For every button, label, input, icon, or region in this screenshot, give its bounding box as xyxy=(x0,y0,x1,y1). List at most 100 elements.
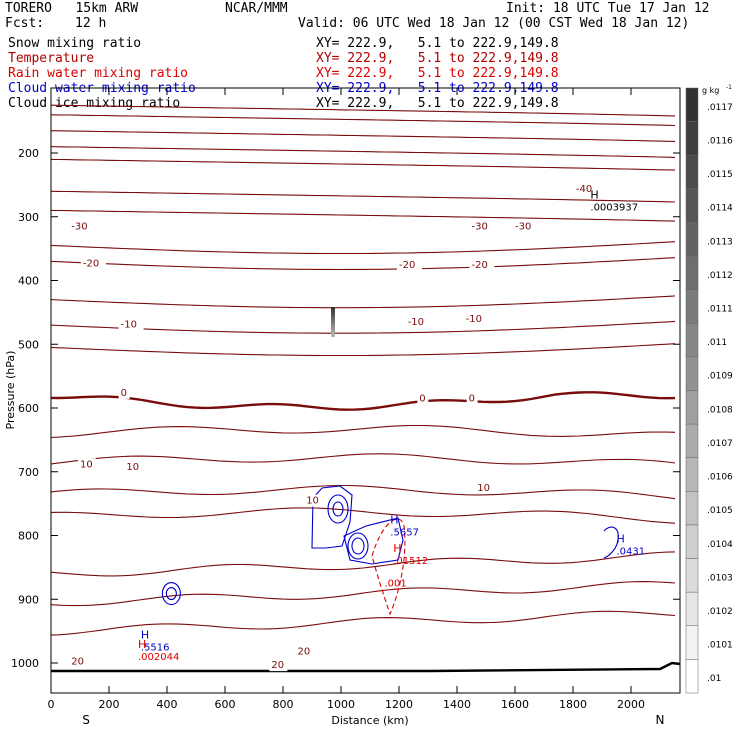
contour-label-2: -30 xyxy=(472,222,488,233)
colorbar-label-9: .0108 xyxy=(707,405,733,415)
colorbar-unit-exponent: -1 xyxy=(726,84,732,91)
max-value-1: .5657 xyxy=(390,528,419,539)
isotherm--20-line-8 xyxy=(50,257,676,271)
colorbar-label-5: .0112 xyxy=(707,271,733,281)
contour-label-16: 10 xyxy=(477,483,490,494)
x-tick-label-1600: 1600 xyxy=(501,698,529,711)
colorbar-label-3: .0114 xyxy=(707,204,733,214)
y-tick-label-600: 600 xyxy=(18,402,39,415)
contour-label-bg-15 xyxy=(304,494,323,507)
x-tick-label-600: 600 xyxy=(215,698,236,711)
contour-label-18: 20 xyxy=(271,660,284,671)
contour-label-bg-13 xyxy=(78,458,96,471)
contour-label-15: 10 xyxy=(306,496,319,507)
field-temperature-xy: XY= 222.9, 5.1 to 222.9,149.8 xyxy=(316,51,559,66)
colorbar-swatch-10 xyxy=(685,423,699,458)
y-axis-label: Pressure (hPa) xyxy=(4,351,17,430)
x-tick-label-1200: 1200 xyxy=(385,698,413,711)
isotherm--40-line-1 xyxy=(50,114,676,127)
contour-label-bg-1 xyxy=(69,220,95,233)
contour-label-12: 0 xyxy=(469,394,475,405)
contour-label-6: -20 xyxy=(472,260,488,271)
max-value-6: .001 xyxy=(385,579,407,590)
colorbar-swatch-4 xyxy=(685,222,699,257)
colorbar-swatch-9 xyxy=(685,390,699,425)
isotherm--40-line-0 xyxy=(50,104,676,117)
cloudwater-cell-1-outer xyxy=(161,581,181,606)
model-title: TORERO 15km ARW xyxy=(5,1,139,16)
cloudwater-cell-4 xyxy=(603,526,619,559)
field-temperature-name: Temperature xyxy=(8,51,95,66)
colorbar-swatch-15 xyxy=(685,591,699,627)
contour-label-9: -10 xyxy=(466,314,482,325)
colorbar-swatch-0 xyxy=(685,87,699,122)
colorbar-label-13: .0104 xyxy=(707,540,733,550)
cloudwater-cell-3-outer xyxy=(343,517,404,565)
y-tick-label-900: 900 xyxy=(18,593,39,606)
y-tick-label-800: 800 xyxy=(18,530,39,543)
colorbar-swatch-17 xyxy=(685,659,699,694)
contour-label-bg-7 xyxy=(118,318,144,331)
colorbar-swatch-13 xyxy=(685,524,699,559)
x-tick-label-800: 800 xyxy=(273,698,294,711)
x-end-label-south: S xyxy=(82,713,90,727)
isotherm--20-line-7 xyxy=(50,241,676,255)
colorbar-swatch-5 xyxy=(685,255,699,290)
x-tick-label-200: 200 xyxy=(99,698,120,711)
colorbar-label-2: .0115 xyxy=(707,170,733,180)
colorbar-swatch-8 xyxy=(685,356,699,391)
x-tick-label-0: 0 xyxy=(48,698,55,711)
isotherm-10-line-16 xyxy=(50,507,676,524)
contour-labels: -40 -30 -30 -30 -20 -20 -20 -10 -10 -10 0 0 0 10 10 10 1… xyxy=(69,182,645,672)
field-cloudice-xy: XY= 222.9, 5.1 to 222.9,149.8 xyxy=(316,96,559,111)
field-snow-xy: XY= 222.9, 5.1 to 222.9,149.8 xyxy=(316,36,559,51)
cloudwater-cell-3-inner xyxy=(351,537,365,555)
colorbar-label-0: .0117 xyxy=(707,103,733,113)
colorbar-label-10: .0107 xyxy=(707,439,733,449)
field-snow-name: Snow mixing ratio xyxy=(8,36,142,51)
init-time: Init: 18 UTC Tue 17 Jan 12 xyxy=(506,1,710,16)
contour-label-5: -20 xyxy=(399,260,415,271)
colorbar-label-14: .0103 xyxy=(707,573,733,583)
contour-label-bg-11 xyxy=(417,392,429,405)
contour-label-bg-19 xyxy=(295,645,314,658)
colorbar-label-7: .011 xyxy=(707,338,727,348)
x-tick-label-2000: 2000 xyxy=(617,698,645,711)
max-value-0: .0003937 xyxy=(590,202,638,213)
colorbar-swatch-6 xyxy=(685,289,699,324)
terrain-surface-line xyxy=(51,661,681,673)
max-value-5: .002044 xyxy=(138,652,179,663)
contour-label-3: -30 xyxy=(515,222,531,233)
contour-label-11: 0 xyxy=(419,394,425,405)
isotherm-0-line-12 xyxy=(50,391,676,411)
colorbar-label-6: .0111 xyxy=(707,305,733,315)
isotherm--10-line-10 xyxy=(50,320,676,334)
x-axis-label: Distance (km) xyxy=(331,714,408,727)
isotherm--40-line-4 xyxy=(50,158,676,171)
contour-label-10: 0 xyxy=(121,388,127,399)
colorbar-label-4: .0113 xyxy=(707,237,733,247)
isotherm-10-line-13 xyxy=(50,424,676,439)
isotherm-10-line-14 xyxy=(50,453,676,465)
contour-label-bg-8 xyxy=(405,316,431,329)
x-tick-label-1800: 1800 xyxy=(559,698,587,711)
contour-label-8: -10 xyxy=(408,317,424,328)
colorbar-label-1: .0116 xyxy=(707,136,733,146)
colorbar-swatch-12 xyxy=(685,491,699,526)
contour-label-bg-2 xyxy=(469,220,495,233)
y-tick-label-1000: 1000 xyxy=(11,657,39,670)
contour-label-bg-0 xyxy=(573,182,599,195)
contour-label-bg-14 xyxy=(124,460,143,473)
temperature-contours xyxy=(50,104,676,636)
contour-label-bg-18 xyxy=(269,659,288,672)
contour-label-bg-9 xyxy=(463,312,489,325)
contour-label-7: -10 xyxy=(121,320,137,331)
moisture-features xyxy=(161,307,619,616)
isotherm-20-line-17 xyxy=(50,551,676,577)
colorbar-label-17: .01 xyxy=(707,674,721,684)
contour-label-1: -30 xyxy=(71,222,87,233)
snow-streak xyxy=(331,307,335,337)
isotherm--40-line-3 xyxy=(50,146,676,158)
contour-label-19: 20 xyxy=(298,647,311,658)
